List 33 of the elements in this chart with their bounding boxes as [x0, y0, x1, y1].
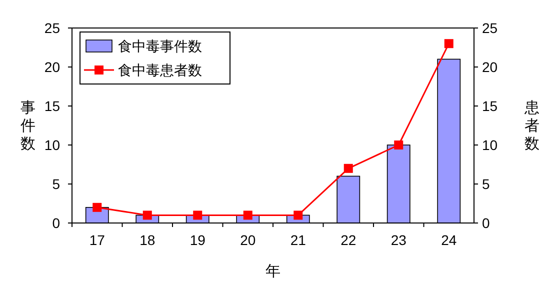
point	[142, 210, 152, 220]
x-tick-label: 22	[340, 232, 356, 248]
y-axis-title: 事件数	[20, 100, 36, 152]
point	[394, 140, 404, 150]
y2-tick-label: 20	[482, 59, 498, 75]
point	[193, 210, 202, 220]
point	[92, 202, 102, 212]
y-tick-label: 15	[44, 98, 60, 114]
x-tick-label: 20	[240, 232, 256, 248]
x-tick-label: 17	[89, 232, 106, 248]
y2-axis-title: 患者数	[524, 100, 540, 152]
x-tick-label: 24	[441, 232, 457, 248]
legend-label: 食中毒患者数	[118, 62, 202, 78]
x-axis-title: 年	[266, 263, 280, 280]
point	[294, 210, 303, 220]
y-tick-label: 0	[52, 215, 60, 231]
point	[444, 39, 454, 48]
x-tick-label: 23	[390, 232, 407, 248]
y-tick-label: 10	[44, 137, 60, 153]
x-tick-label: 19	[190, 232, 206, 248]
y2-tick-label: 0	[482, 215, 490, 231]
y-tick-label: 5	[52, 176, 60, 192]
x-tick-label: 21	[290, 232, 306, 248]
legend-label: 食中毒事件数	[118, 38, 202, 54]
x-tick-label: 18	[140, 232, 156, 248]
y2-tick-label: 15	[482, 98, 498, 114]
y2-tick-label: 10	[482, 137, 498, 153]
y2-tick-label: 5	[482, 176, 490, 192]
y-tick-label: 20	[44, 59, 60, 75]
y-tick-label: 25	[44, 20, 60, 36]
y2-tick-label: 25	[482, 20, 498, 36]
point	[243, 210, 252, 220]
point	[344, 164, 353, 173]
